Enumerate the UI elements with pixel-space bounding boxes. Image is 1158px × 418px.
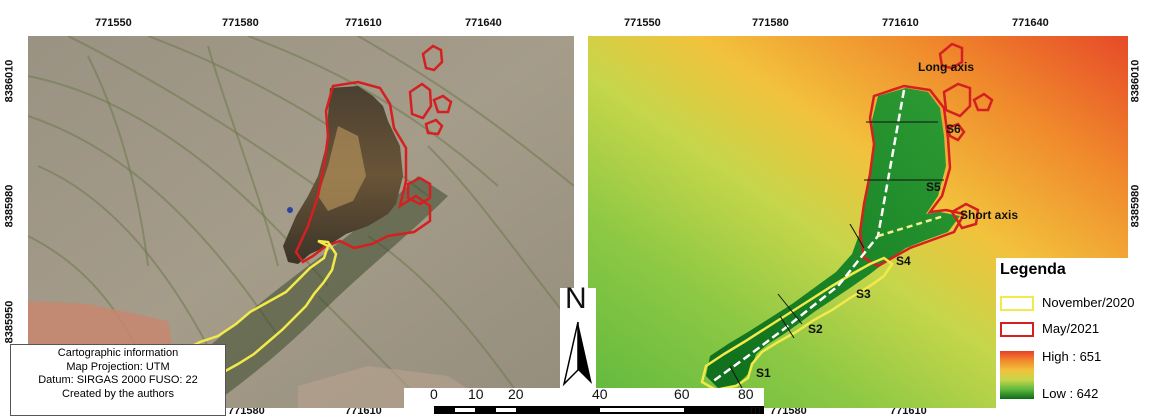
scale-unit: m [750,402,761,417]
long-axis-label: Long axis [918,60,975,74]
elevation-colorbar [1000,351,1034,399]
scale-label-0: 0 [430,386,438,402]
right-y-tick-1: 8386010 [1129,59,1142,103]
left-x-tick-2: 771580 [222,17,259,29]
legend-label-may-2021: May/2021 [1042,321,1100,336]
info-credit: Created by the authors [62,387,174,400]
right-x-tick-1: 771550 [624,17,661,29]
legend-low: Low : 642 [1042,386,1099,401]
scale-label-40: 40 [592,386,608,402]
short-axis-label: Short axis [960,208,1019,222]
section-lines [729,121,944,389]
left-y-tick-1: 8386010 [3,59,16,103]
gully-depression [706,88,960,388]
north-letter: N [565,282,587,315]
left-y-tick-2: 8385980 [3,184,16,228]
left-y-tick-3: 8385950 [3,300,16,344]
right-x-tick-2: 771580 [752,17,789,29]
section-label-s1: S1 [756,366,771,380]
legend-high: High : 651 [1042,349,1102,364]
legend-swatch-may-2021 [1000,322,1034,337]
info-datum: Datum: SIRGAS 2000 FUSO: 22 [38,374,198,386]
gully-sediment [318,126,366,211]
scale-label-60: 60 [674,386,690,402]
legend-swatch-nov-2020 [1000,296,1034,311]
north-arrow-icon [560,288,596,388]
scale-bar-graphic [404,388,770,416]
left-x-tick-1: 771550 [95,17,132,29]
short-axis-line [877,214,945,238]
section-label-s2: S2 [808,322,823,336]
right-x-tick-4: 771640 [1012,17,1049,29]
section-label-s4: S4 [896,254,911,268]
section-label-s3: S3 [856,287,871,301]
left-x-tick-3: 771610 [345,17,382,29]
vegetation-band [168,176,448,408]
legend-title: Legenda [1000,261,1066,278]
marker-dot [287,207,293,213]
left-x-tick-4: 771640 [465,17,502,29]
right-x-tick-bottom-2: 771610 [890,405,927,417]
north-arrow: N [560,282,596,388]
right-x-tick-bottom-1: 771580 [770,405,807,417]
right-y-tick-2: 8385980 [1129,184,1142,228]
left-x-tick-bottom-1: 771580 [228,405,265,417]
nov-2020-boundary-dem [700,256,894,392]
section-label-s5: S5 [926,180,941,194]
legend-label-nov-2020: November/2020 [1042,295,1135,310]
may-2021-boundaries-dem [858,42,994,268]
scale-label-20: 20 [508,386,524,402]
info-title: Cartographic information [57,347,179,359]
cartographic-info-box: Cartographic information Map Projection:… [10,344,226,416]
right-x-tick-3: 771610 [882,17,919,29]
scale-label-10: 10 [468,386,484,402]
left-x-tick-bottom-2: 771610 [345,405,382,417]
may-2021-boundaries [294,44,453,264]
long-axis-line [711,89,906,384]
legend: Legenda November/2020 May/2021 High : 65… [996,258,1158,416]
scale-label-80: 80 [738,386,754,402]
scale-bar: 0 10 20 40 60 80 m [404,386,770,417]
info-projection: Map Projection: UTM [66,360,170,373]
section-label-s6: S6 [946,122,961,136]
